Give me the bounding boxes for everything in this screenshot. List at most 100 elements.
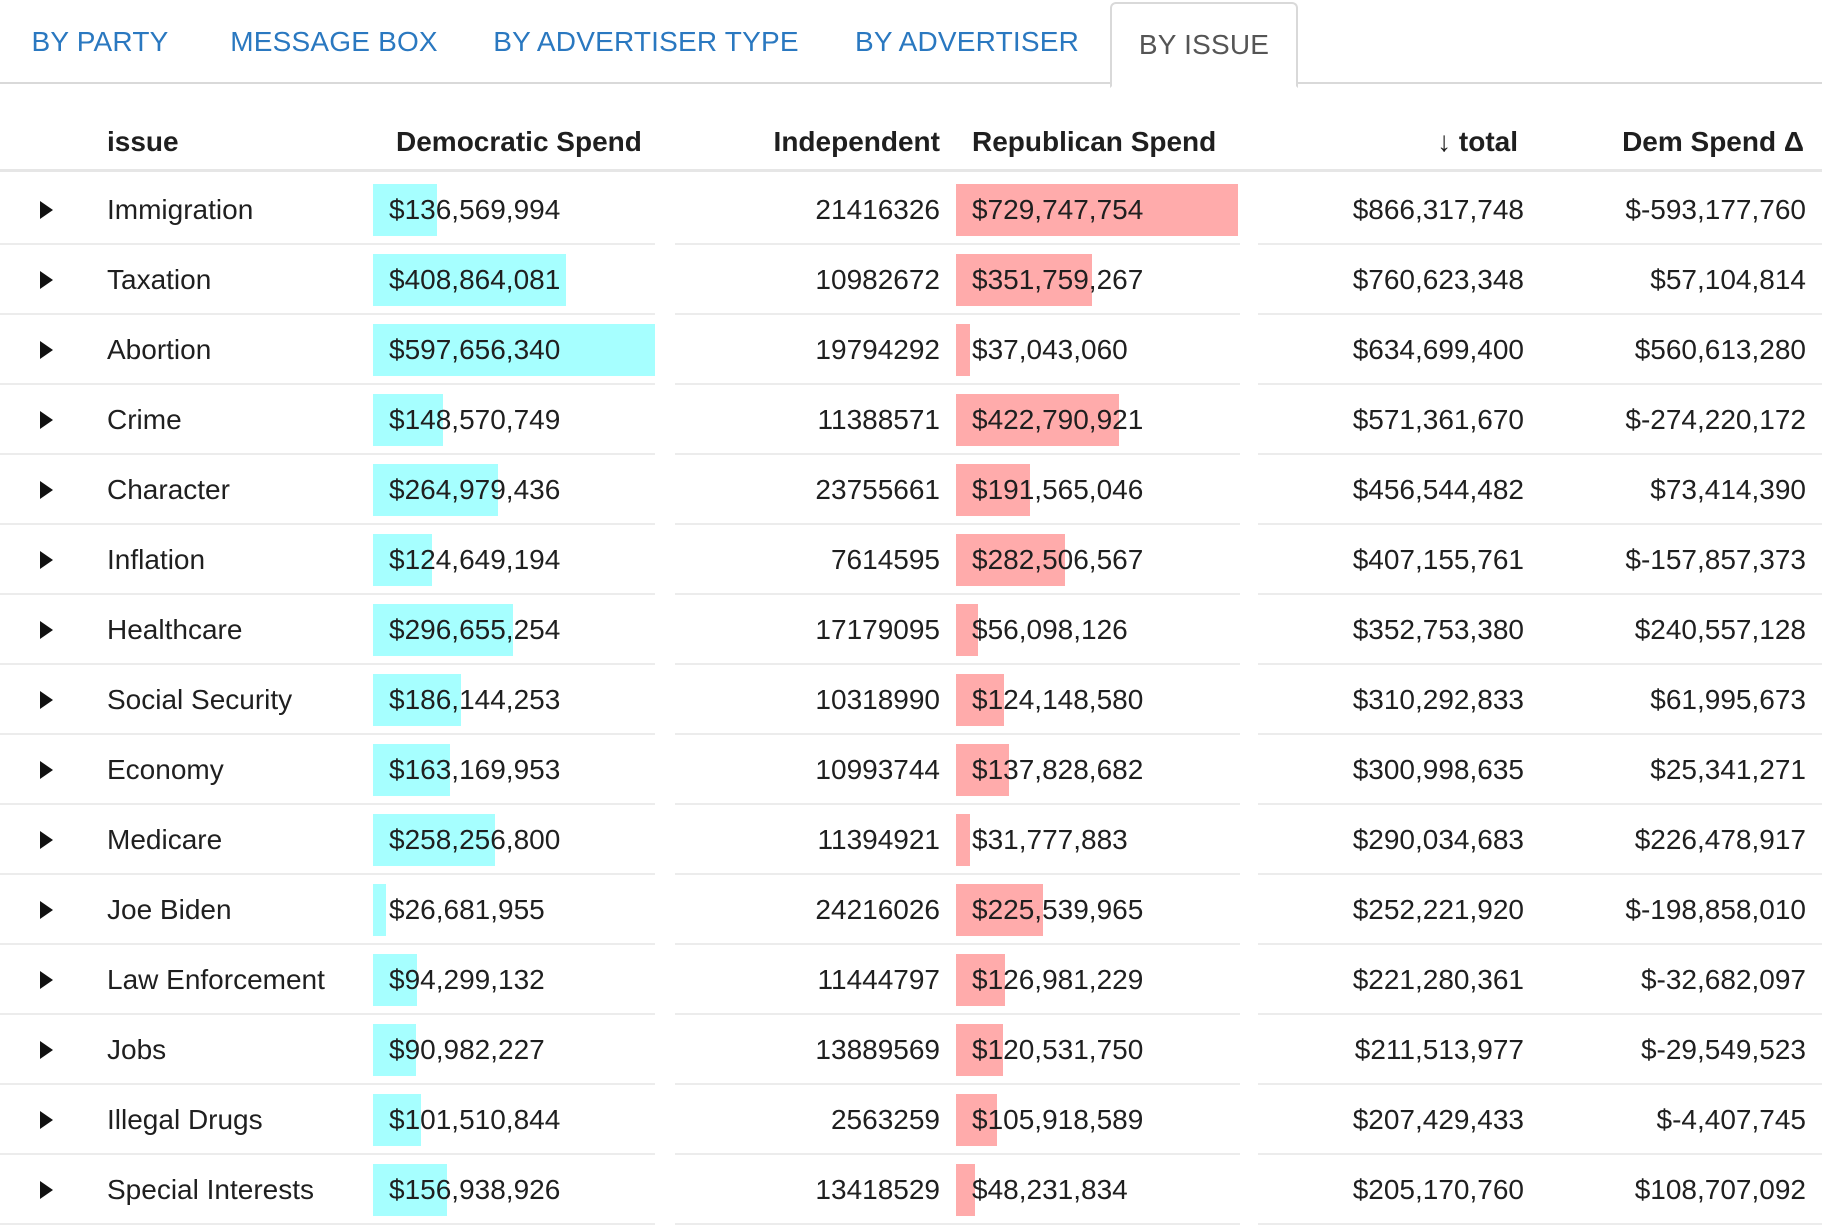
row-divider xyxy=(0,523,655,525)
dem-spend-delta-value: $57,104,814 xyxy=(1650,264,1806,295)
row-divider xyxy=(1258,243,1822,245)
expand-row-icon[interactable] xyxy=(40,481,53,499)
democratic-spend-bar xyxy=(373,254,566,306)
row-divider xyxy=(1258,733,1822,735)
expand-row-icon[interactable] xyxy=(40,201,53,219)
democratic-spend-value: $148,570,749 xyxy=(389,404,561,435)
table-row[interactable]: Joe Biden $26,681,955 24216026 $225,539,965… xyxy=(0,875,1822,945)
table-row[interactable]: Immigration $136,569,994 21416326 $729,747,… xyxy=(0,175,1822,245)
republican-spend-value: $105,918,589 xyxy=(972,1104,1144,1135)
table-row[interactable]: Character $264,979,436 23755661 $191,565,04… xyxy=(0,455,1822,525)
table-row[interactable]: Law Enforcement $94,299,132 11444797 $126,9… xyxy=(0,945,1822,1015)
dem-spend-delta-value: $-593,177,760 xyxy=(1625,194,1806,225)
republican-spend-value: $120,531,750 xyxy=(972,1034,1144,1065)
row-divider xyxy=(0,663,655,665)
tab-by-issue[interactable]: BY ISSUE xyxy=(1110,2,1298,88)
republican-spend-bar xyxy=(956,604,978,656)
issue-cell: Taxation xyxy=(107,264,212,295)
row-divider xyxy=(1258,313,1822,315)
expand-row-icon[interactable] xyxy=(40,901,53,919)
republican-spend-value: $351,759,267 xyxy=(972,264,1144,295)
row-divider xyxy=(675,1223,1240,1225)
democratic-spend-value: $101,510,844 xyxy=(389,1104,561,1135)
expand-row-icon[interactable] xyxy=(40,271,53,289)
table-row[interactable]: Taxation $408,864,081 10982672 $351,759,267… xyxy=(0,245,1822,315)
column-header-democratic-spend[interactable]: Democratic Spend xyxy=(396,126,642,157)
expand-row-icon[interactable] xyxy=(40,971,53,989)
row-divider xyxy=(0,313,655,315)
column-header-independent[interactable]: Independent xyxy=(773,126,940,157)
democratic-spend-bar xyxy=(373,674,461,726)
table-row[interactable]: Illegal Drugs $101,510,844 2563259 $105,918… xyxy=(0,1085,1822,1155)
table-header: issue Democratic Spend Independent Repub… xyxy=(0,112,1822,172)
democratic-spend-value: $94,299,132 xyxy=(389,964,545,995)
total-value: $571,361,670 xyxy=(1352,404,1524,435)
independent-value: 10993744 xyxy=(815,754,940,785)
dem-spend-delta-value: $240,557,128 xyxy=(1634,614,1806,645)
dem-spend-delta-value: $73,414,390 xyxy=(1650,474,1806,505)
row-divider xyxy=(1258,663,1822,665)
issue-cell: Social Security xyxy=(107,684,293,715)
table-row[interactable]: Medicare $258,256,800 11394921 $31,777,883 $… xyxy=(0,805,1822,875)
republican-spend-value: $31,777,883 xyxy=(972,824,1128,855)
democratic-spend-bar xyxy=(373,184,437,236)
dem-spend-delta-value: $108,707,092 xyxy=(1634,1174,1806,1205)
dem-spend-delta-value: $-198,858,010 xyxy=(1625,894,1806,925)
republican-spend-bar xyxy=(956,534,1065,586)
expand-row-icon[interactable] xyxy=(40,1041,53,1059)
table-row[interactable]: Inflation $124,649,194 7614595 $282,506,567… xyxy=(0,525,1822,595)
tab-by-party[interactable]: BY PARTY xyxy=(31,26,169,57)
row-divider xyxy=(675,1153,1240,1155)
total-value: $205,170,760 xyxy=(1352,1174,1524,1205)
table-row[interactable]: Special Interests $156,938,926 13418529 $48… xyxy=(0,1155,1822,1225)
independent-value: 23755661 xyxy=(815,474,940,505)
independent-value: 24216026 xyxy=(815,894,940,925)
row-divider xyxy=(1258,453,1822,455)
democratic-spend-bar xyxy=(373,1024,416,1076)
independent-value: 17179095 xyxy=(815,614,940,645)
expand-row-icon[interactable] xyxy=(40,831,53,849)
tab-message-box[interactable]: MESSAGE BOX xyxy=(230,26,438,57)
expand-row-icon[interactable] xyxy=(40,691,53,709)
expand-row-icon[interactable] xyxy=(40,1111,53,1129)
republican-spend-value: $48,231,834 xyxy=(972,1174,1128,1205)
tab-by-advertiser[interactable]: BY ADVERTISER xyxy=(854,26,1080,57)
column-header-dem-spend-delta[interactable]: Dem Spend Δ xyxy=(1622,126,1804,157)
total-value: $207,429,433 xyxy=(1352,1104,1524,1135)
expand-row-icon[interactable] xyxy=(40,341,53,359)
table-row[interactable]: Crime $148,570,749 11388571 $422,790,921 $57… xyxy=(0,385,1822,455)
issue-cell: Law Enforcement xyxy=(107,964,325,995)
democratic-spend-bar xyxy=(373,394,443,446)
independent-value: 10982672 xyxy=(815,264,940,295)
independent-value: 11394921 xyxy=(817,824,941,855)
table-row[interactable]: Healthcare $296,655,254 17179095 $56,098,12… xyxy=(0,595,1822,665)
democratic-spend-value: $258,256,800 xyxy=(389,824,561,855)
expand-row-icon[interactable] xyxy=(40,761,53,779)
issue-cell: Character xyxy=(107,474,230,505)
row-divider xyxy=(675,663,1240,665)
table-row[interactable]: Social Security $186,144,253 10318990 $124,… xyxy=(0,665,1822,735)
expand-row-icon[interactable] xyxy=(40,551,53,569)
row-divider xyxy=(0,1013,655,1015)
republican-spend-value: $137,828,682 xyxy=(972,754,1144,785)
column-header-issue[interactable]: issue xyxy=(107,126,179,157)
total-value: $310,292,833 xyxy=(1352,684,1524,715)
table-row[interactable]: Abortion $597,656,340 19794292 $37,043,060 $… xyxy=(0,315,1822,385)
independent-value: 7614595 xyxy=(830,544,940,575)
tab-by-advertiser-type[interactable]: BY ADVERTISER TYPE xyxy=(493,26,799,57)
expand-row-icon[interactable] xyxy=(40,1181,53,1199)
expand-row-icon[interactable] xyxy=(40,411,53,429)
row-divider xyxy=(675,453,1240,455)
issue-cell: Joe Biden xyxy=(107,894,232,925)
democratic-spend-bar xyxy=(373,884,386,936)
dem-spend-delta-value: $560,613,280 xyxy=(1634,334,1806,365)
row-divider xyxy=(0,1083,655,1085)
table-row[interactable]: Economy $163,169,953 10993744 $137,828,682 $… xyxy=(0,735,1822,805)
row-divider xyxy=(0,383,655,385)
table-row[interactable]: Jobs $90,982,227 13889569 $120,531,750 $211,… xyxy=(0,1015,1822,1085)
column-header-total[interactable]: ↓ total xyxy=(1437,126,1518,157)
column-header-republican-spend[interactable]: Republican Spend xyxy=(972,126,1217,157)
dem-spend-delta-value: $-157,857,373 xyxy=(1625,544,1806,575)
total-value: $456,544,482 xyxy=(1352,474,1524,505)
expand-row-icon[interactable] xyxy=(40,621,53,639)
